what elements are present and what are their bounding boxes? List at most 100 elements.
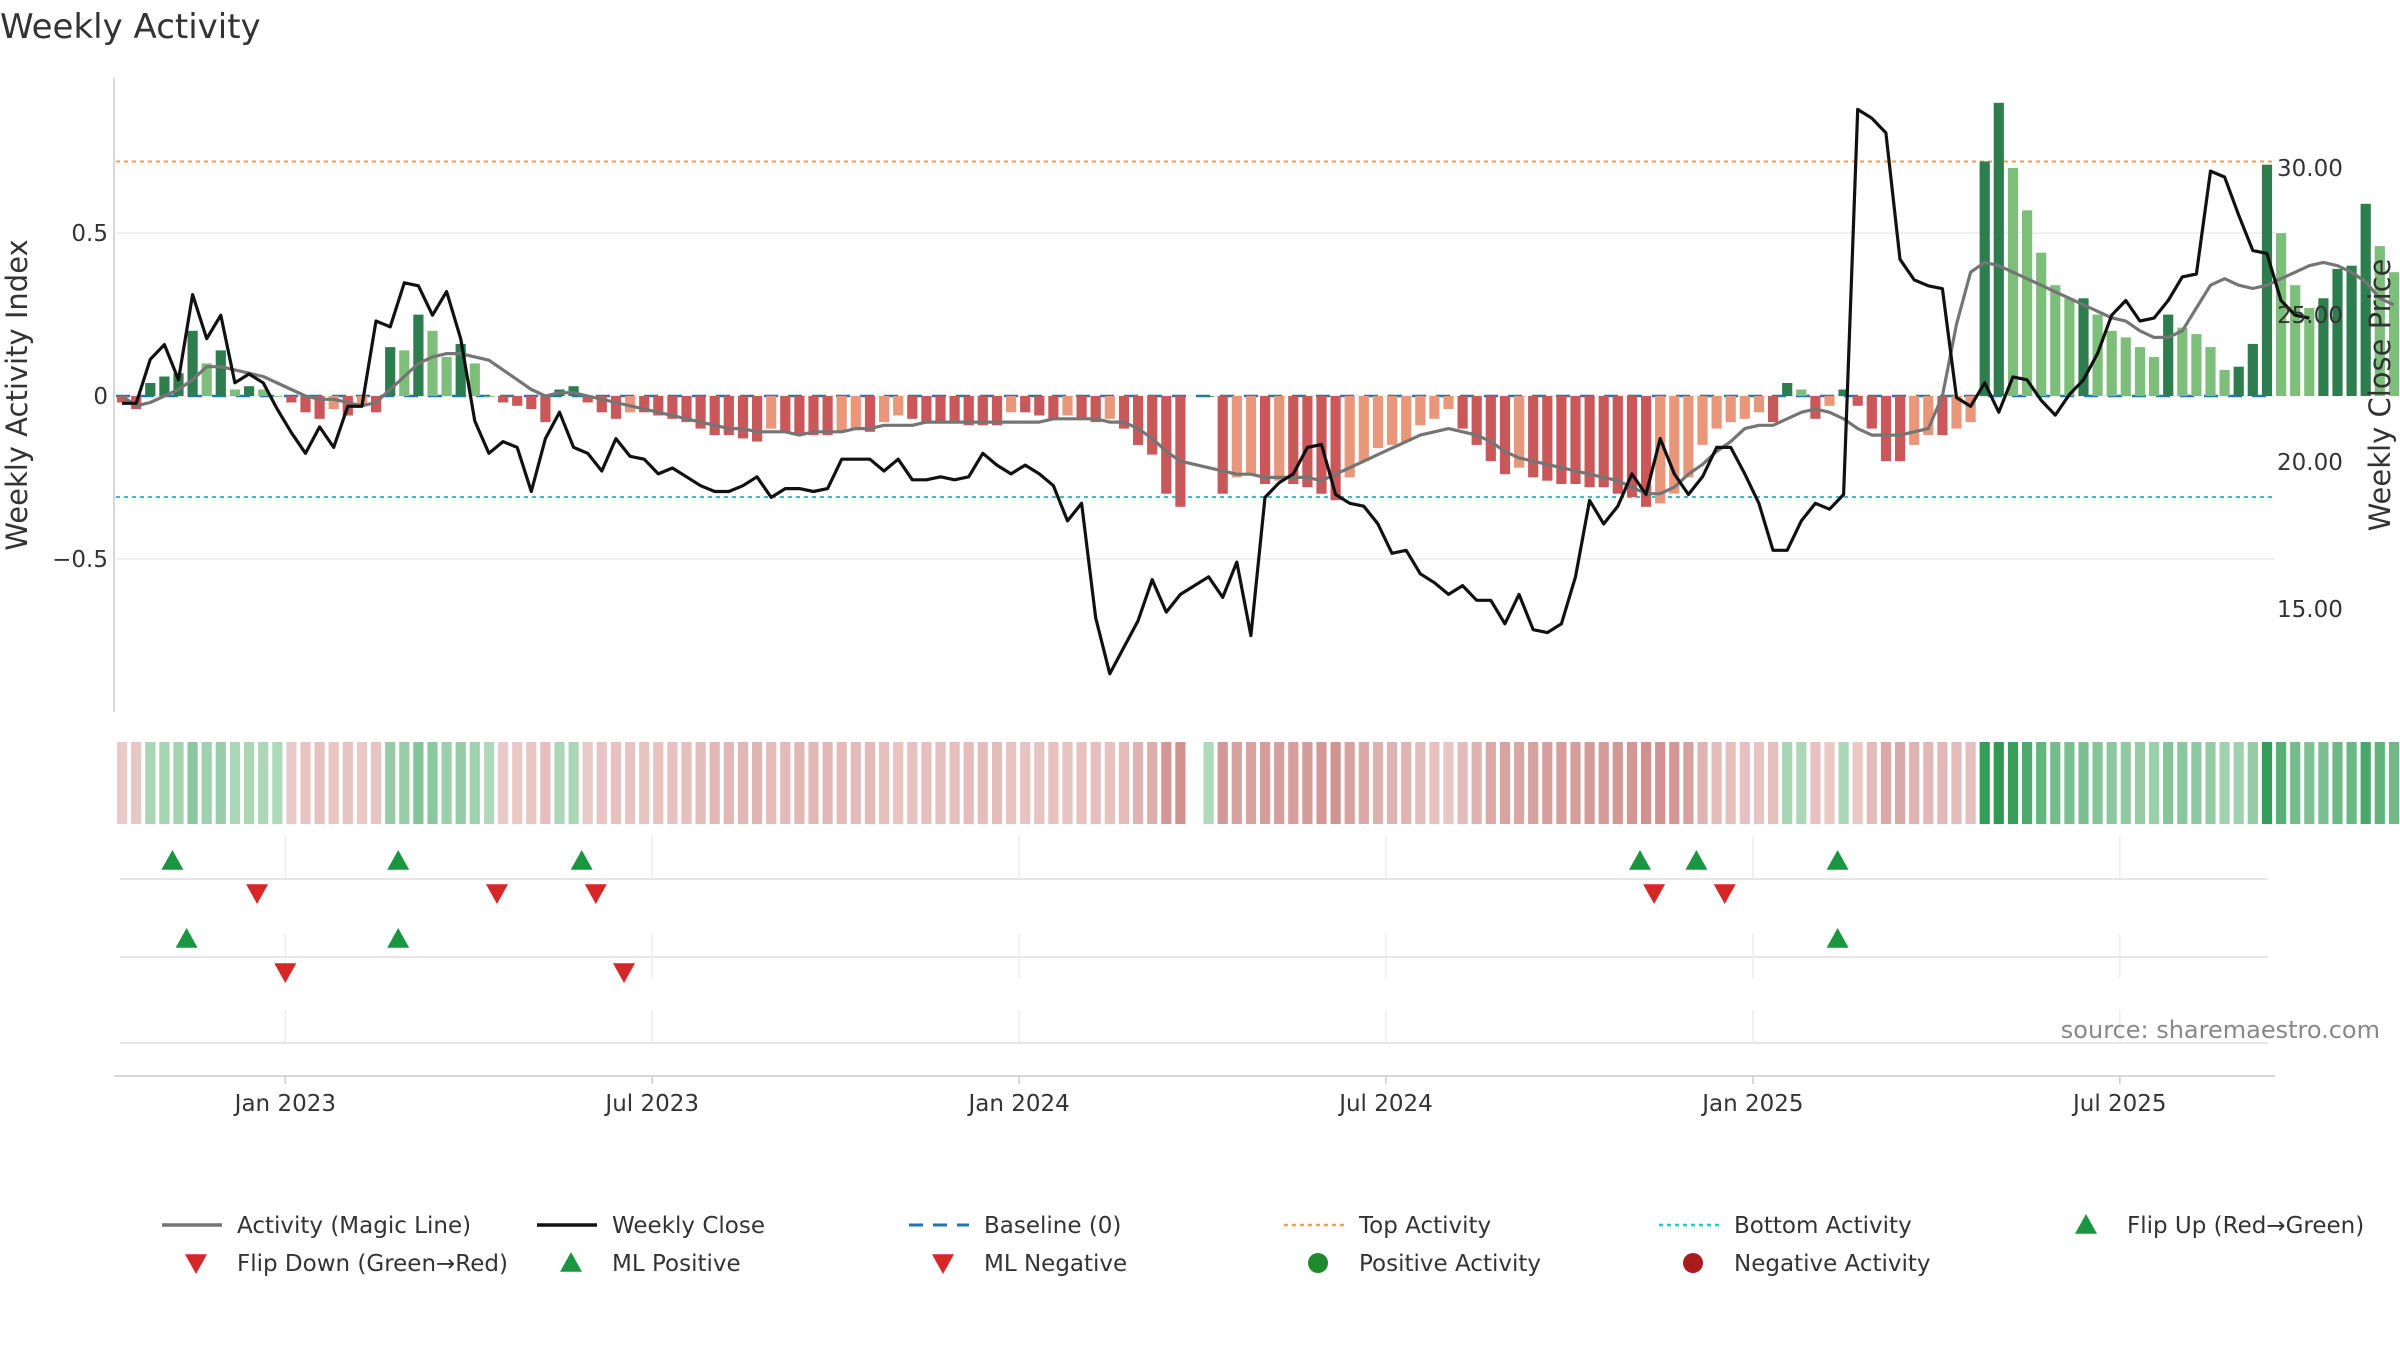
- activity-bar: [1852, 396, 1863, 406]
- activity-bar: [1457, 396, 1468, 429]
- activity-bar: [286, 396, 297, 403]
- activity-bar: [215, 350, 226, 396]
- heat-cell: [1231, 742, 1242, 824]
- activity-bar: [653, 396, 664, 416]
- heat-cell: [328, 742, 339, 824]
- flip-up-marker: [570, 850, 593, 870]
- activity-bar: [2247, 343, 2258, 396]
- heat-cell: [385, 742, 396, 824]
- activity-bar: [836, 396, 847, 432]
- heat-cell: [1175, 742, 1186, 824]
- heat-cell: [1217, 742, 1228, 824]
- activity-bar: [1584, 396, 1595, 488]
- heat-cell: [1485, 742, 1496, 824]
- heat-cell: [949, 742, 960, 824]
- legend-swatch-triangle: [560, 1252, 582, 1272]
- heat-cell: [1387, 742, 1398, 824]
- activity-bar: [413, 314, 424, 396]
- flip-down-marker: [1643, 884, 1666, 904]
- heat-cell: [1048, 742, 1059, 824]
- activity-bar: [469, 363, 480, 396]
- activity-bar: [229, 389, 241, 396]
- flip-up-marker: [1826, 850, 1849, 870]
- heat-cell: [1104, 742, 1115, 824]
- activity-bar: [1020, 396, 1031, 413]
- ml-negative-marker: [613, 963, 635, 983]
- activity-bar: [1782, 383, 1793, 396]
- left-tick-label: 0: [93, 384, 108, 410]
- legend-label: Bottom Activity: [1734, 1213, 1912, 1239]
- legend-label: ML Negative: [984, 1251, 1127, 1277]
- activity-bar: [1951, 396, 1962, 429]
- heat-cell: [413, 742, 424, 824]
- heat-cell: [2388, 742, 2400, 824]
- x-tick-label: Jul 2023: [603, 1091, 699, 1117]
- heat-cell: [272, 742, 283, 824]
- activity-bar: [1556, 396, 1567, 484]
- activity-bar: [780, 396, 791, 432]
- heat-cell: [2177, 742, 2188, 824]
- heat-cell: [610, 742, 622, 824]
- heat-cell: [1288, 742, 1299, 824]
- activity-bar: [1443, 396, 1454, 409]
- activity-bar: [526, 396, 537, 409]
- heat-cell: [794, 742, 805, 824]
- activity-bar: [695, 396, 706, 429]
- activity-bar: [1161, 396, 1172, 494]
- heat-cell: [201, 742, 212, 824]
- heat-cell: [850, 742, 861, 824]
- activity-bar: [2177, 327, 2188, 396]
- legend-label: Baseline (0): [984, 1213, 1121, 1239]
- activity-bar: [1838, 389, 1849, 396]
- heat-cell: [653, 742, 664, 824]
- heat-cell: [2276, 742, 2287, 824]
- flip-down-marker: [1713, 884, 1736, 904]
- activity-bar: [949, 396, 960, 423]
- heat-cell: [1669, 742, 1680, 824]
- heat-cell: [258, 742, 269, 824]
- activity-bar: [1923, 396, 1934, 436]
- heat-cell: [159, 742, 170, 824]
- heat-cell: [1062, 742, 1073, 824]
- legend-label: Top Activity: [1358, 1213, 1491, 1239]
- heat-cell: [1161, 742, 1172, 824]
- heat-cell: [1415, 742, 1426, 824]
- heat-cell: [1090, 742, 1101, 824]
- activity-bar: [2261, 164, 2273, 396]
- heat-cell: [1118, 742, 1130, 824]
- heat-cell: [1683, 742, 1694, 824]
- activity-bar: [1485, 396, 1496, 462]
- activity-bar: [1824, 396, 1835, 406]
- activity-bar: [427, 330, 438, 396]
- heat-cell: [342, 742, 353, 824]
- heat-cell: [1880, 742, 1892, 824]
- activity-bar: [1006, 396, 1017, 413]
- flip-down-marker: [246, 884, 269, 904]
- legend-label: Flip Down (Green→Red): [237, 1251, 508, 1277]
- heat-cell: [568, 742, 579, 824]
- activity-bar: [1048, 396, 1059, 419]
- heat-cell: [244, 742, 255, 824]
- heat-cell: [1824, 742, 1835, 824]
- heat-cell: [1471, 742, 1482, 824]
- activity-bar: [2290, 285, 2301, 396]
- ml-positive-marker: [1826, 928, 1849, 948]
- activity-bar: [1880, 396, 1892, 462]
- heat-cell: [1641, 742, 1652, 824]
- heat-cell: [2022, 742, 2033, 824]
- heat-cell: [483, 742, 495, 824]
- signal-rows: [120, 836, 2268, 1044]
- heat-cell: [1866, 742, 1877, 824]
- activity-bar: [2078, 298, 2089, 396]
- heat-cell: [2163, 742, 2174, 824]
- activity-bar: [667, 396, 678, 419]
- activity-bar: [2007, 168, 2019, 396]
- heat-cell: [2036, 742, 2047, 824]
- heat-cell: [314, 742, 325, 824]
- legend-label: Activity (Magic Line): [237, 1213, 471, 1239]
- heat-cell: [1274, 742, 1285, 824]
- left-tick-label: −0.5: [52, 547, 108, 573]
- activity-bar: [328, 396, 339, 409]
- legend-swatch-triangle: [2075, 1214, 2097, 1234]
- activity-bar: [1753, 396, 1765, 413]
